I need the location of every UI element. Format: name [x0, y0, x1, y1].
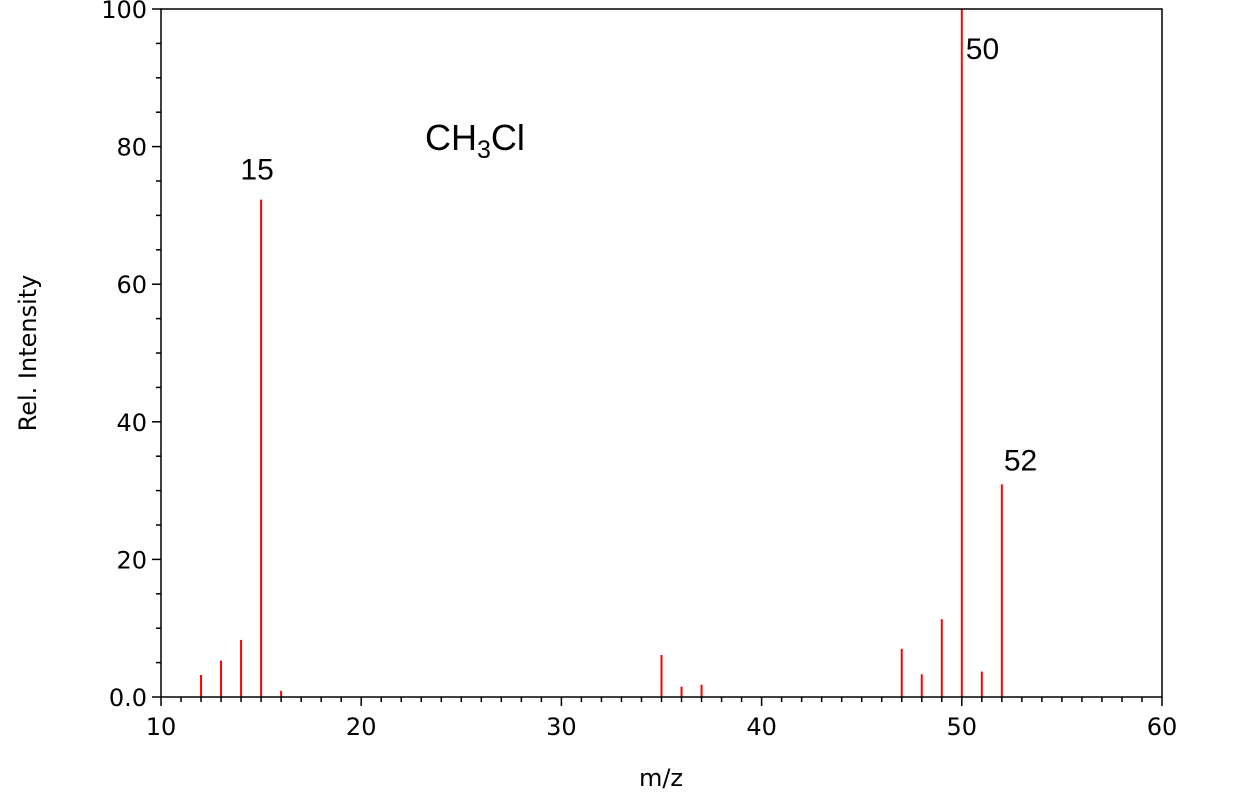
labels-layer: 15 50 52: [240, 33, 1037, 477]
peaks-layer: [200, 9, 1003, 697]
x-axis-title: m/z: [639, 764, 683, 792]
y-tick-label: 100: [101, 0, 147, 24]
y-tick-label: 20: [116, 546, 147, 574]
x-tick-label: 60: [1147, 713, 1178, 741]
x-tick-label: 50: [947, 713, 978, 741]
y-axis-title: Rel. Intensity: [14, 275, 42, 432]
x-tick-label: 20: [346, 713, 377, 741]
ticks-layer: 10 20 30 40 50 60 0.0 20 40 60 80 100: [101, 0, 1177, 741]
compound-subscript: 3: [477, 136, 491, 164]
x-tick-label: 30: [546, 713, 577, 741]
compound-label: CH3Cl: [425, 117, 525, 164]
y-tick-label: 80: [116, 134, 147, 162]
x-tick-label: 40: [746, 713, 777, 741]
y-tick-label: 40: [116, 409, 147, 437]
compound-base: CH: [425, 117, 477, 158]
compound-rest: Cl: [491, 117, 525, 158]
y-tick-label: 0.0: [109, 684, 147, 712]
peak-label-50: 50: [966, 33, 999, 66]
peak-label-52: 52: [1004, 444, 1037, 477]
peak-label-15: 15: [240, 154, 273, 187]
y-tick-label: 60: [116, 271, 147, 299]
x-tick-label: 10: [146, 713, 177, 741]
plot-frame: [160, 8, 1163, 698]
